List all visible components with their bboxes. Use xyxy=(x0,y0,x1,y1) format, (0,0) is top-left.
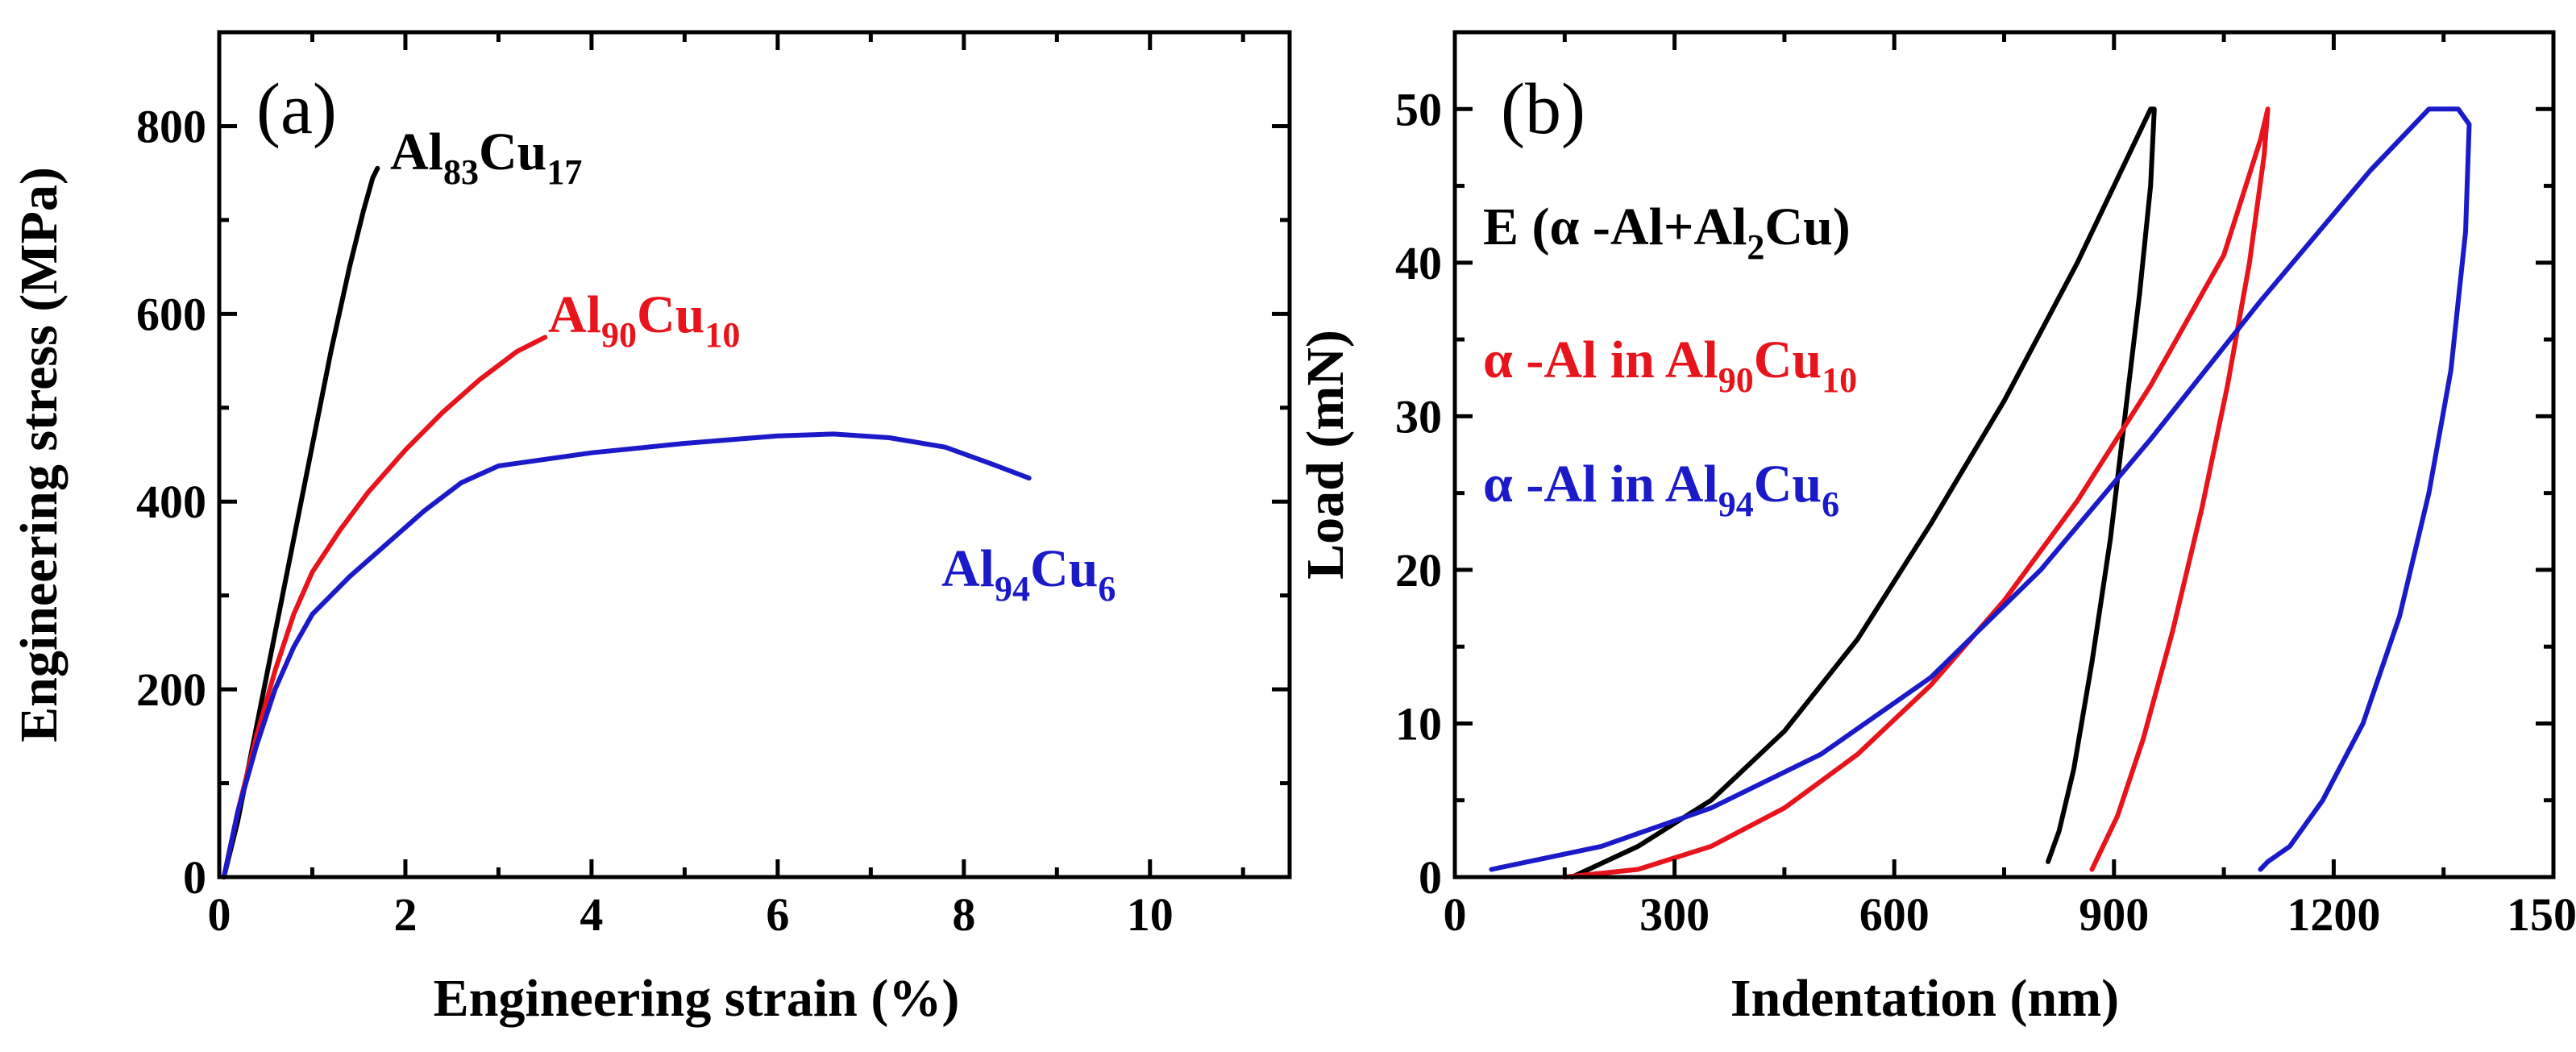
panel-label-b: (b) xyxy=(1501,69,1585,149)
x-tick-label-a: 6 xyxy=(766,888,789,941)
y-tick-label-b: 0 xyxy=(1419,851,1442,904)
y-axis-title-b: Load (mN) xyxy=(1296,330,1355,580)
x-tick-label-b: 300 xyxy=(1639,888,1710,941)
series-line-b-2 xyxy=(1562,106,2271,879)
y-tick-label-b: 30 xyxy=(1395,390,1442,443)
y-tick-label-a: 600 xyxy=(136,288,206,340)
series-label-b-2: α -Al in Al90Cu10 xyxy=(1483,331,1857,400)
x-axis-title-a: Engineering strain (%) xyxy=(434,969,960,1028)
y-tick-label-b: 40 xyxy=(1395,237,1442,289)
series-line-b-1 xyxy=(1569,106,2157,879)
y-tick-label-b: 10 xyxy=(1395,697,1442,750)
y-axis-title-a: Engineering stress (MPa) xyxy=(10,167,69,742)
series-label-b-3: α -Al in Al94Cu6 xyxy=(1483,455,1839,524)
panel-a-stress-strain-chart: 0 2 4 6 8 10 0 200 400 600 800 Engineering strain (… xyxy=(10,30,1292,1028)
x-tick-label-a: 10 xyxy=(1127,888,1174,941)
x-tick-label-b: 0 xyxy=(1444,888,1467,941)
series-label-a-2: Al90Cu10 xyxy=(548,285,740,355)
plot-frame-a xyxy=(217,30,1292,879)
series-line-b-3 xyxy=(1489,106,2472,872)
y-tick-label-b: 50 xyxy=(1395,83,1442,135)
x-tick-label-a: 2 xyxy=(393,888,417,941)
series-label-a-1: Al83Cu17 xyxy=(390,123,582,192)
x-tick-label-a: 4 xyxy=(580,888,603,941)
y-tick-label-a: 400 xyxy=(136,476,206,528)
x-axis-title-b: Indentation (nm) xyxy=(1730,969,2119,1028)
series-line-a-2 xyxy=(221,335,548,879)
x-tick-label-a: 8 xyxy=(952,888,975,941)
y-tick-label-a: 800 xyxy=(136,100,206,152)
x-tick-label-b: 900 xyxy=(2079,888,2149,941)
y-tick-label-a: 200 xyxy=(136,663,206,716)
x-tick-label-b: 600 xyxy=(1859,888,1930,941)
series-label-a-3: Al94Cu6 xyxy=(941,539,1116,609)
x-tick-label-a: 0 xyxy=(208,888,231,941)
series-line-a-3 xyxy=(221,431,1032,879)
x-tick-label-b: 1200 xyxy=(2287,888,2380,941)
y-tick-label-a: 0 xyxy=(183,851,206,904)
series-label-b-1: E (α -Al+Al2Cu) xyxy=(1483,198,1851,267)
panel-label-a: (a) xyxy=(256,69,337,149)
y-tick-label-b: 20 xyxy=(1395,544,1442,597)
